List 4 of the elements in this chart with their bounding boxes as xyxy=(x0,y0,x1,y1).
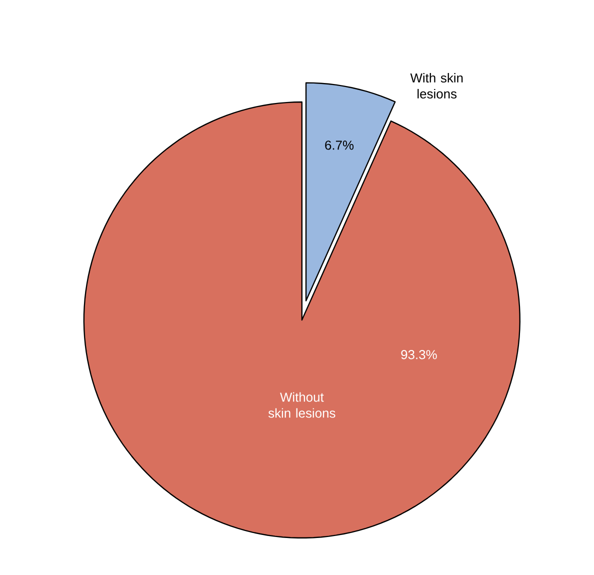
data-label: 93.3% xyxy=(401,350,437,360)
data-label: 6.7% xyxy=(325,140,354,150)
slice-label: Without skin lesions xyxy=(268,392,336,418)
slice-label: With skin lesions xyxy=(410,73,463,98)
